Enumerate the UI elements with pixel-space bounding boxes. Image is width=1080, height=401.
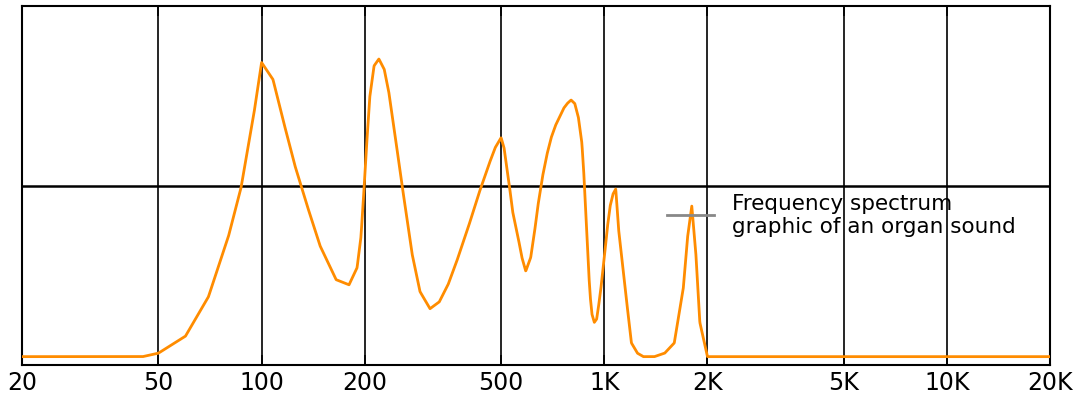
Legend: Frequency spectrum
graphic of an organ sound: Frequency spectrum graphic of an organ s… (659, 184, 1024, 245)
